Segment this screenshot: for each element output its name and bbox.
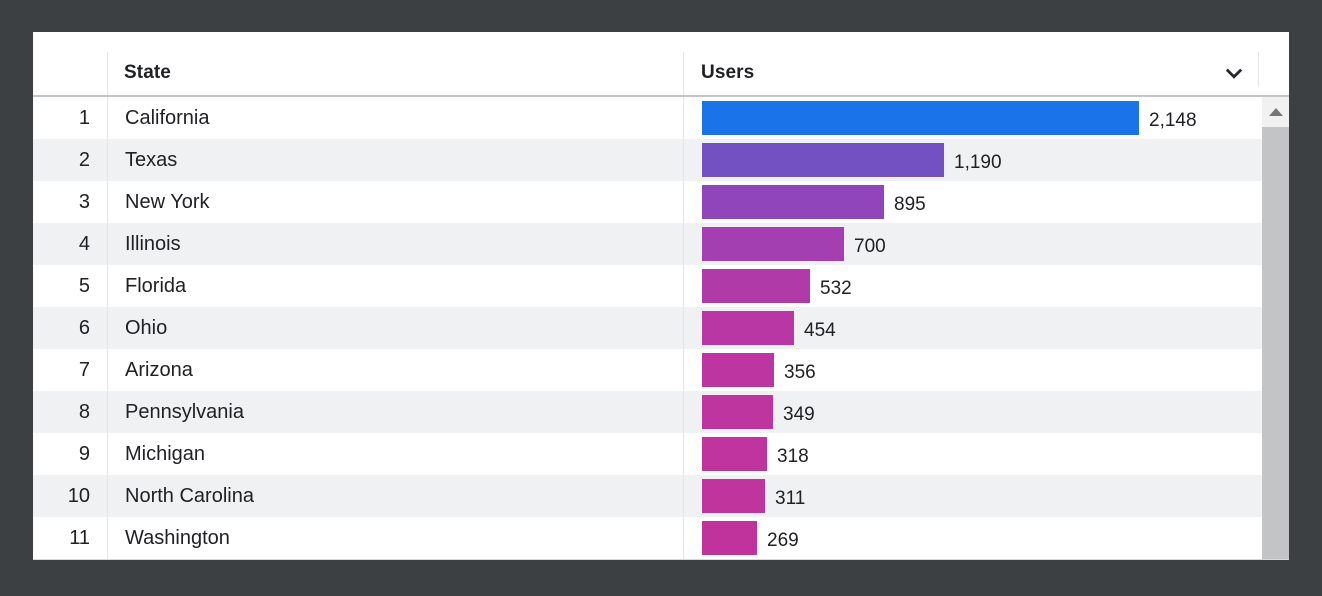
scrollbar-thumb[interactable]: [1262, 127, 1289, 559]
users-bar: [702, 101, 1139, 135]
users-bar: [702, 311, 794, 345]
users-bar: [702, 185, 884, 219]
users-value: 1,190: [954, 152, 1002, 173]
row-rank: 9: [78, 443, 90, 465]
vertical-scrollbar[interactable]: [1262, 97, 1289, 559]
table-header-row: State Users: [33, 32, 1289, 97]
row-rank: 4: [78, 233, 90, 255]
state-name: New York: [107, 181, 683, 223]
users-value: 895: [894, 194, 926, 215]
state-name: California: [107, 97, 683, 139]
users-value: 349: [783, 404, 815, 425]
state-name: Illinois: [107, 223, 683, 265]
users-bar: [702, 521, 757, 555]
state-name: Florida: [107, 265, 683, 307]
chevron-down-icon[interactable]: [1220, 60, 1248, 88]
users-cell: 356: [683, 349, 1289, 391]
users-value: 318: [777, 446, 809, 467]
users-cell: 700: [683, 223, 1289, 265]
row-rank: 7: [78, 359, 90, 381]
users-value: 2,148: [1149, 110, 1197, 131]
table-row: 5 Florida 532: [33, 265, 1289, 307]
table-row: 2 Texas 1,190: [33, 139, 1289, 181]
table-row: 4 Illinois 700: [33, 223, 1289, 265]
users-value: 700: [854, 236, 886, 257]
table-row: 11 Washington 269: [33, 517, 1289, 559]
table-row: 7 Arizona 356: [33, 349, 1289, 391]
state-name: Arizona: [107, 349, 683, 391]
users-bar: [702, 227, 844, 261]
row-rank: 10: [67, 485, 90, 507]
header-divider: [683, 52, 684, 95]
row-rank: 2: [78, 149, 90, 171]
table-body: 1 California 2,148 2 Texas 1,190 3 New Y…: [33, 97, 1289, 559]
users-bar: [702, 143, 944, 177]
users-cell: 318: [683, 433, 1289, 475]
state-name: Washington: [107, 517, 683, 559]
row-rank: 1: [78, 107, 90, 129]
state-name: North Carolina: [107, 475, 683, 517]
row-rank: 6: [78, 317, 90, 339]
users-value: 311: [775, 488, 806, 509]
triangle-up-icon: [1268, 108, 1283, 116]
state-name: Pennsylvania: [107, 391, 683, 433]
state-name: Texas: [107, 139, 683, 181]
scroll-up-button[interactable]: [1262, 97, 1289, 127]
table-row: 3 New York 895: [33, 181, 1289, 223]
users-bar: [702, 353, 774, 387]
users-bar: [702, 437, 767, 471]
users-value: 454: [804, 320, 836, 341]
data-table-panel: State Users 1 California 2,148 2 Texas 1…: [33, 32, 1289, 560]
users-value: 532: [820, 278, 852, 299]
users-cell: 895: [683, 181, 1289, 223]
header-divider: [1258, 52, 1259, 86]
users-value: 269: [767, 530, 799, 551]
row-rank: 11: [69, 527, 90, 549]
row-rank: 8: [78, 401, 90, 423]
table-row: 1 California 2,148: [33, 97, 1289, 139]
table-row: 9 Michigan 318: [33, 433, 1289, 475]
users-bar: [702, 269, 810, 303]
users-value: 356: [784, 362, 816, 383]
users-cell: 532: [683, 265, 1289, 307]
row-rank: 5: [78, 275, 90, 297]
users-cell: 1,190: [683, 139, 1289, 181]
table-row: 6 Ohio 454: [33, 307, 1289, 349]
state-name: Michigan: [107, 433, 683, 475]
row-rank: 3: [78, 191, 90, 213]
users-cell: 454: [683, 307, 1289, 349]
table-row: 8 Pennsylvania 349: [33, 391, 1289, 433]
users-bar: [702, 479, 765, 513]
column-header-state[interactable]: State: [124, 62, 171, 83]
header-divider: [107, 52, 108, 95]
users-bar: [702, 395, 773, 429]
users-cell: 311: [683, 475, 1289, 517]
users-cell: 2,148: [683, 97, 1289, 139]
users-cell: 349: [683, 391, 1289, 433]
users-cell: 269: [683, 517, 1289, 559]
column-header-users[interactable]: Users: [701, 62, 755, 83]
state-name: Ohio: [107, 307, 683, 349]
table-row: 10 North Carolina 311: [33, 475, 1289, 517]
